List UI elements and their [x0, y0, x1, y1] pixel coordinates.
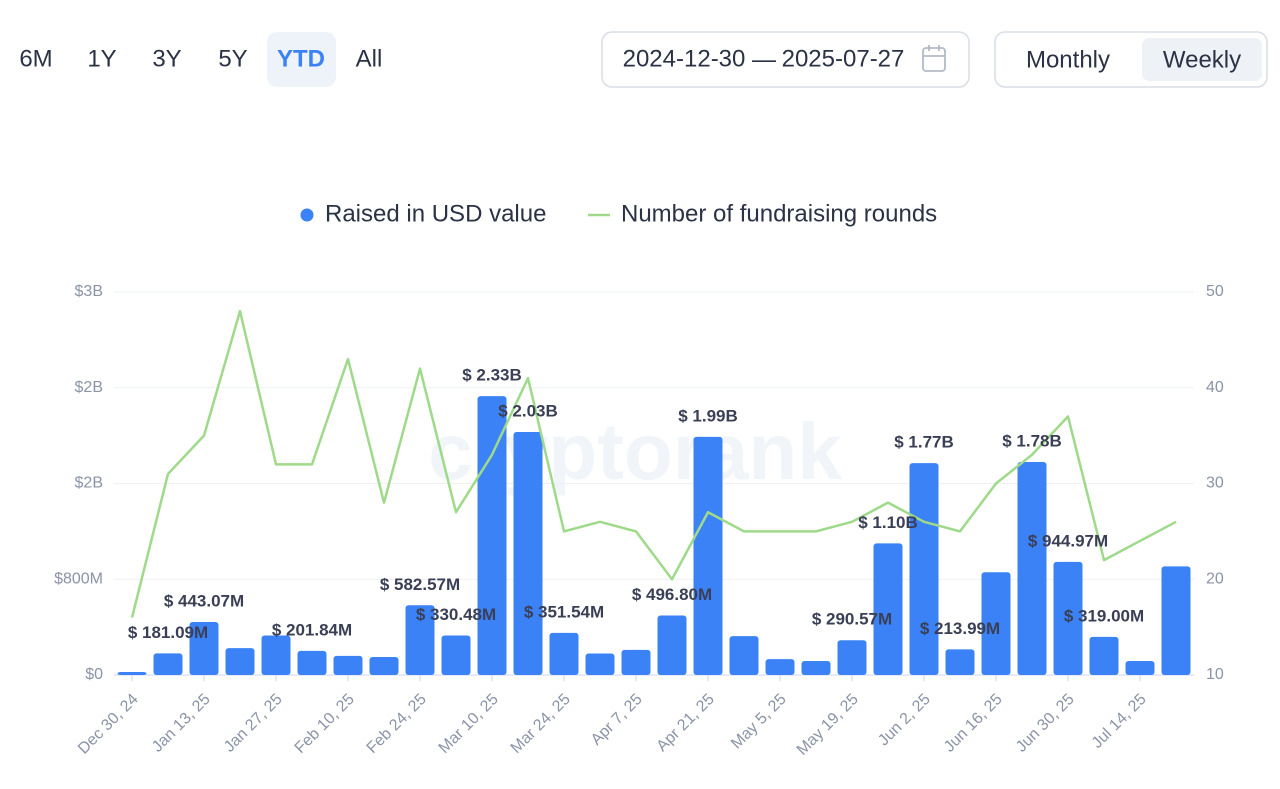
line [130, 309, 1177, 618]
y2-tick-label: 20 [1206, 570, 1224, 587]
bar [621, 649, 651, 675]
data-label: $ 1.78B [1002, 431, 1062, 450]
bar [873, 543, 903, 675]
y-tick-label: $800M [54, 570, 103, 587]
bar [1053, 561, 1083, 675]
range-button[interactable]: 1Y [87, 45, 116, 72]
view-button[interactable]: Weekly [1163, 46, 1241, 73]
data-label: $ 213.99M [920, 619, 1000, 638]
data-label: $ 201.84M [272, 620, 352, 639]
x-tick-label: Feb 10, 25 [292, 691, 358, 757]
bar [1125, 660, 1155, 675]
y-tick-label: $2B [75, 475, 103, 492]
range-button[interactable]: All [356, 45, 383, 72]
bar [225, 648, 255, 675]
x-tick-label: Dec 30, 24 [75, 691, 142, 758]
y-tick-label: $0 [85, 666, 103, 683]
y2-tick-label: 10 [1206, 666, 1224, 683]
bar [801, 660, 831, 675]
data-label: $ 582.57M [380, 575, 460, 594]
bar [657, 615, 687, 675]
x-tick-label: Jun 16, 25 [941, 691, 1006, 756]
data-label: $ 496.80M [632, 585, 712, 604]
calendar-icon [922, 45, 946, 72]
data-label: $ 290.57M [812, 610, 892, 629]
bar [693, 436, 723, 675]
x-tick-label: Apr 21, 25 [654, 691, 718, 755]
x-tick-label: Apr 7, 25 [588, 691, 646, 749]
x-tick-label: Jan 13, 25 [149, 691, 214, 756]
bar [513, 432, 543, 675]
x-tick-label: Jul 14, 25 [1089, 691, 1150, 752]
bar [765, 659, 795, 675]
range-button[interactable]: 5Y [218, 45, 247, 72]
data-label: $ 1.10B [858, 513, 918, 532]
y2-tick-label: 50 [1206, 283, 1224, 300]
view-button[interactable]: Monthly [1026, 46, 1110, 73]
bar [117, 672, 147, 675]
data-label: $ 944.97M [1028, 531, 1108, 550]
legend-label[interactable]: Raised in USD value [325, 200, 546, 227]
data-label: $ 351.54M [524, 602, 604, 621]
date-end: 2025-07-27 [782, 45, 905, 72]
data-label: $ 319.00M [1064, 606, 1144, 625]
y2-tick-label: 30 [1206, 475, 1224, 492]
bar [729, 636, 759, 675]
bar [909, 463, 939, 675]
x-tick-label: Jan 27, 25 [221, 691, 286, 756]
x-tick-label: Mar 10, 25 [436, 691, 502, 757]
bar [981, 572, 1011, 675]
date-start: 2024-12-30 [623, 45, 746, 72]
bar [333, 655, 363, 675]
bar [405, 605, 435, 675]
y-tick-label: $2B [75, 379, 103, 396]
range-selected-bg [267, 32, 336, 87]
data-label: $ 1.99B [678, 406, 738, 425]
legend-label[interactable]: Number of fundraising rounds [621, 200, 937, 227]
y-tick-label: $3B [75, 283, 103, 300]
data-label: $ 181.09M [128, 623, 208, 642]
range-button[interactable]: YTD [277, 45, 325, 72]
data-label: $ 2.03B [498, 402, 558, 421]
legend-marker [300, 208, 314, 222]
view-selected-bg [1142, 38, 1262, 81]
bar [153, 653, 183, 675]
bar [1161, 566, 1191, 675]
bar [1089, 636, 1119, 675]
x-tick-label: Mar 24, 25 [508, 691, 574, 757]
x-tick-label: Jun 2, 25 [875, 691, 934, 750]
x-tick-label: May 19, 25 [794, 691, 862, 759]
bar [189, 621, 219, 675]
y2-tick-label: 40 [1206, 379, 1224, 396]
x-tick-label: Jun 30, 25 [1013, 691, 1078, 756]
bar [369, 657, 399, 675]
bar [477, 396, 507, 675]
bar [261, 635, 291, 675]
bar [585, 653, 615, 675]
bar [945, 649, 975, 675]
bar [1017, 461, 1047, 675]
data-label: $ 443.07M [164, 591, 244, 610]
bar [549, 632, 579, 675]
range-button[interactable]: 3Y [152, 45, 181, 72]
data-label: $ 330.48M [416, 605, 496, 624]
x-tick-label: Feb 24, 25 [364, 691, 430, 757]
data-label: $ 1.77B [894, 433, 954, 452]
data-label: $ 2.33B [462, 366, 522, 385]
bar [837, 640, 867, 675]
x-tick-label: May 5, 25 [728, 691, 790, 753]
bar [441, 635, 471, 675]
bar [297, 650, 327, 675]
range-button[interactable]: 6M [19, 45, 52, 72]
date-box[interactable] [601, 31, 970, 88]
date-separator: — [752, 46, 776, 73]
